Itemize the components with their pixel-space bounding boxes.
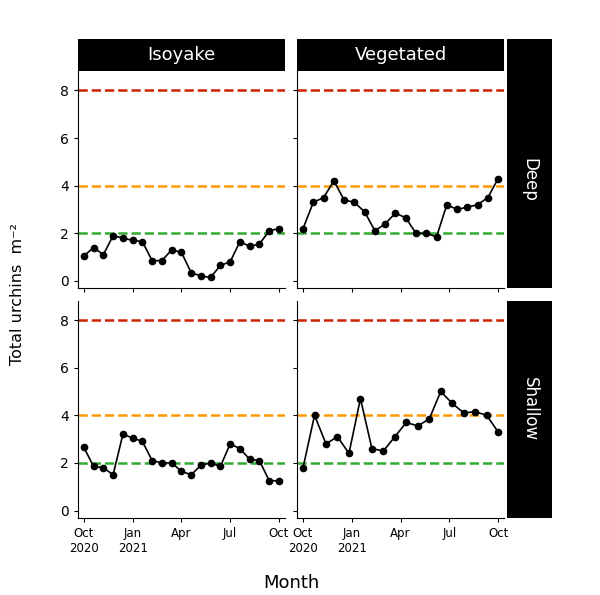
Text: Total urchins  m⁻²: Total urchins m⁻² [10, 224, 26, 365]
Text: Month: Month [263, 574, 319, 592]
Text: Vegetated: Vegetated [355, 46, 447, 64]
Text: Isoyake: Isoyake [147, 46, 215, 64]
Text: Deep: Deep [521, 158, 539, 202]
Text: Shallow: Shallow [521, 377, 539, 441]
